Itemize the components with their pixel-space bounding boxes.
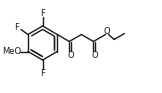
Text: F: F [40, 8, 45, 17]
Text: O: O [103, 27, 110, 36]
Text: MeO: MeO [2, 47, 22, 56]
Text: F: F [15, 23, 19, 32]
Text: F: F [40, 69, 45, 77]
Text: O: O [67, 51, 74, 60]
Text: O: O [91, 51, 98, 60]
